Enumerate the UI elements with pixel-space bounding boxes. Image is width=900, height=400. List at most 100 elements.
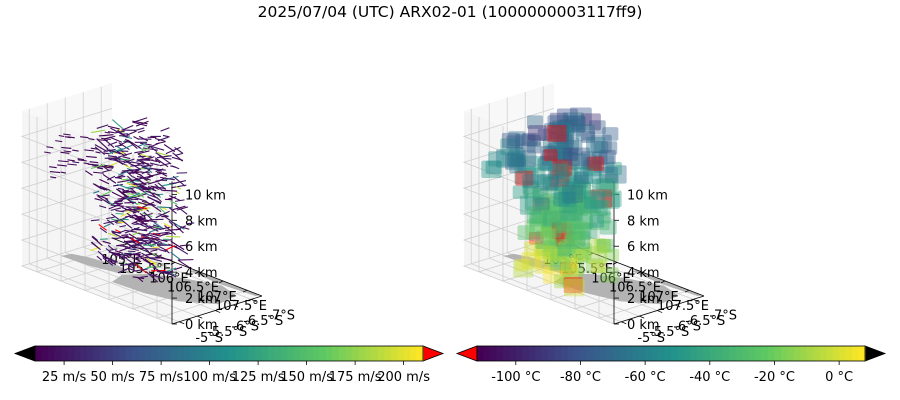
wind-barb bbox=[147, 180, 161, 185]
wind-barb bbox=[149, 167, 163, 172]
wind-barb bbox=[90, 147, 99, 150]
voxel bbox=[601, 141, 618, 155]
colorbar-segment bbox=[832, 346, 840, 361]
x-tick bbox=[588, 252, 594, 256]
voxel bbox=[555, 230, 575, 247]
voxel bbox=[549, 216, 567, 232]
voxel bbox=[547, 165, 565, 180]
colorbar-segment bbox=[410, 346, 418, 361]
wind-barb bbox=[60, 171, 67, 174]
wind-barb bbox=[144, 258, 157, 269]
voxel bbox=[575, 124, 595, 141]
wind-barb bbox=[72, 149, 79, 152]
wind-barb bbox=[115, 253, 128, 256]
colorbar-segment bbox=[761, 346, 769, 361]
colorbar-segment bbox=[267, 346, 275, 361]
wind-barb bbox=[109, 248, 118, 251]
wind-barb bbox=[154, 157, 169, 168]
wind-barb bbox=[58, 160, 69, 163]
voxel bbox=[543, 176, 559, 190]
wind-barb bbox=[96, 194, 109, 200]
colorbar-segment bbox=[709, 346, 717, 361]
voxel bbox=[541, 211, 564, 231]
wind-barb bbox=[141, 201, 155, 209]
wind-barb bbox=[154, 183, 163, 191]
voxel bbox=[563, 276, 583, 294]
voxel bbox=[522, 132, 538, 147]
voxel bbox=[593, 140, 609, 154]
voxel bbox=[562, 184, 584, 203]
voxel bbox=[553, 234, 572, 251]
wind-barb bbox=[117, 187, 125, 191]
voxel bbox=[556, 134, 574, 150]
y-axis-line bbox=[171, 295, 263, 325]
voxel bbox=[564, 171, 581, 186]
colorbar-under-extend bbox=[455, 345, 478, 362]
voxel bbox=[561, 267, 584, 287]
colorbar-segment bbox=[722, 346, 730, 361]
wind-barb bbox=[146, 266, 160, 268]
wind-barb bbox=[137, 153, 144, 159]
wind-barb bbox=[141, 148, 149, 151]
voxel bbox=[584, 191, 606, 209]
voxel bbox=[594, 238, 611, 253]
wind-barb bbox=[136, 156, 152, 162]
voxel bbox=[555, 220, 572, 234]
wind-barb bbox=[152, 241, 160, 246]
wind-barb bbox=[171, 165, 180, 170]
wind-barb bbox=[149, 218, 164, 221]
voxel bbox=[576, 153, 596, 170]
voxel bbox=[551, 124, 573, 143]
voxel bbox=[558, 241, 573, 254]
wind-barb bbox=[172, 152, 183, 162]
voxel bbox=[551, 219, 567, 233]
z-tick-label: 10 km bbox=[185, 188, 226, 203]
y-tick bbox=[233, 304, 239, 308]
voxel bbox=[592, 200, 611, 216]
wind-barb bbox=[44, 151, 51, 154]
colorbar-segment bbox=[261, 346, 269, 361]
z-gridline bbox=[462, 107, 615, 195]
wind-barb bbox=[84, 149, 94, 152]
wind-barb bbox=[55, 140, 63, 143]
colorbar-segment bbox=[780, 346, 788, 361]
voxel bbox=[566, 197, 589, 216]
land-shape bbox=[503, 253, 575, 274]
y-tick bbox=[215, 310, 221, 313]
wind-barb bbox=[160, 176, 175, 181]
wind-barb bbox=[67, 159, 75, 162]
colorbar-segment bbox=[528, 346, 536, 361]
z-tick-label: 4 km bbox=[627, 266, 660, 281]
wind-barb bbox=[152, 185, 160, 191]
wind-barb bbox=[168, 207, 177, 214]
colorbar-segment bbox=[735, 346, 743, 361]
wind-barb bbox=[149, 194, 156, 198]
colorbar-segment bbox=[222, 346, 230, 361]
wind-barb bbox=[154, 237, 168, 243]
wind-barb bbox=[155, 210, 170, 219]
wind-barb bbox=[132, 120, 148, 125]
y-tick-label: -6.5°S bbox=[685, 314, 725, 329]
voxel bbox=[559, 240, 576, 254]
wind-barb bbox=[146, 271, 159, 283]
voxel bbox=[552, 215, 568, 229]
voxel bbox=[557, 143, 573, 157]
wind-barb bbox=[142, 147, 159, 151]
wind-barb bbox=[121, 253, 135, 260]
y-tick-label: -5°S bbox=[637, 331, 665, 346]
voxel bbox=[606, 161, 622, 176]
wind-barb bbox=[133, 127, 145, 132]
colorbar-segment bbox=[190, 346, 198, 361]
wind-barb bbox=[162, 134, 170, 138]
voxel bbox=[540, 145, 557, 160]
voxel bbox=[527, 125, 547, 141]
voxel bbox=[583, 199, 599, 213]
wind-barb bbox=[93, 171, 104, 174]
wind-barb bbox=[128, 233, 137, 239]
voxel bbox=[545, 176, 564, 192]
colorbar-segment bbox=[651, 346, 659, 361]
colorbar-segment bbox=[813, 346, 821, 361]
wind-barb bbox=[104, 256, 119, 263]
colorbar-segment bbox=[416, 346, 424, 361]
wind-barb bbox=[153, 254, 162, 259]
